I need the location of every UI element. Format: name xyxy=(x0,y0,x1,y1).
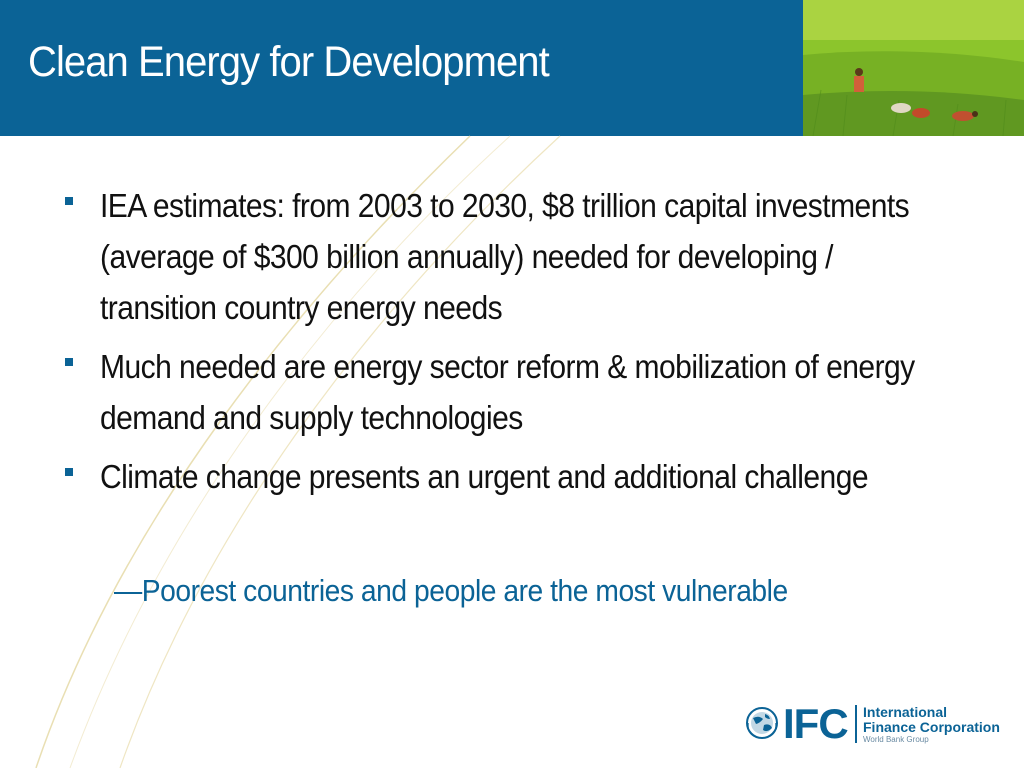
header-bar xyxy=(0,0,803,136)
sub-bullet-dash: — xyxy=(114,573,142,608)
bullet-list: IEA estimates: from 2003 to 2030, $8 tri… xyxy=(62,180,962,510)
logo-divider xyxy=(855,705,857,743)
slide-title: Clean Energy for Development xyxy=(28,38,550,86)
sub-bullet: —Poorest countries and people are the mo… xyxy=(114,568,788,614)
logo-mark: IFC xyxy=(783,700,849,747)
square-bullet-icon xyxy=(65,197,73,205)
bullet-text: Much needed are energy sector reform & m… xyxy=(100,348,915,436)
square-bullet-icon xyxy=(65,468,73,476)
bullet-item: Climate change presents an urgent and ad… xyxy=(62,451,962,502)
ifc-logo: IFC International Finance Corporation Wo… xyxy=(745,700,1007,748)
globe-icon xyxy=(746,707,778,739)
bullet-text: IEA estimates: from 2003 to 2030, $8 tri… xyxy=(100,187,910,326)
square-bullet-icon xyxy=(65,358,73,366)
logo-line-1: International xyxy=(863,704,948,720)
logo-line-2: Finance Corporation xyxy=(863,719,1000,735)
sub-bullet-text: Poorest countries and people are the mos… xyxy=(141,573,788,608)
logo-line-3: World Bank Group xyxy=(863,735,929,744)
header-photo xyxy=(803,0,1024,136)
bullet-text: Climate change presents an urgent and ad… xyxy=(100,458,869,495)
bullet-item: Much needed are energy sector reform & m… xyxy=(62,341,962,443)
bullet-item: IEA estimates: from 2003 to 2030, $8 tri… xyxy=(62,180,962,333)
